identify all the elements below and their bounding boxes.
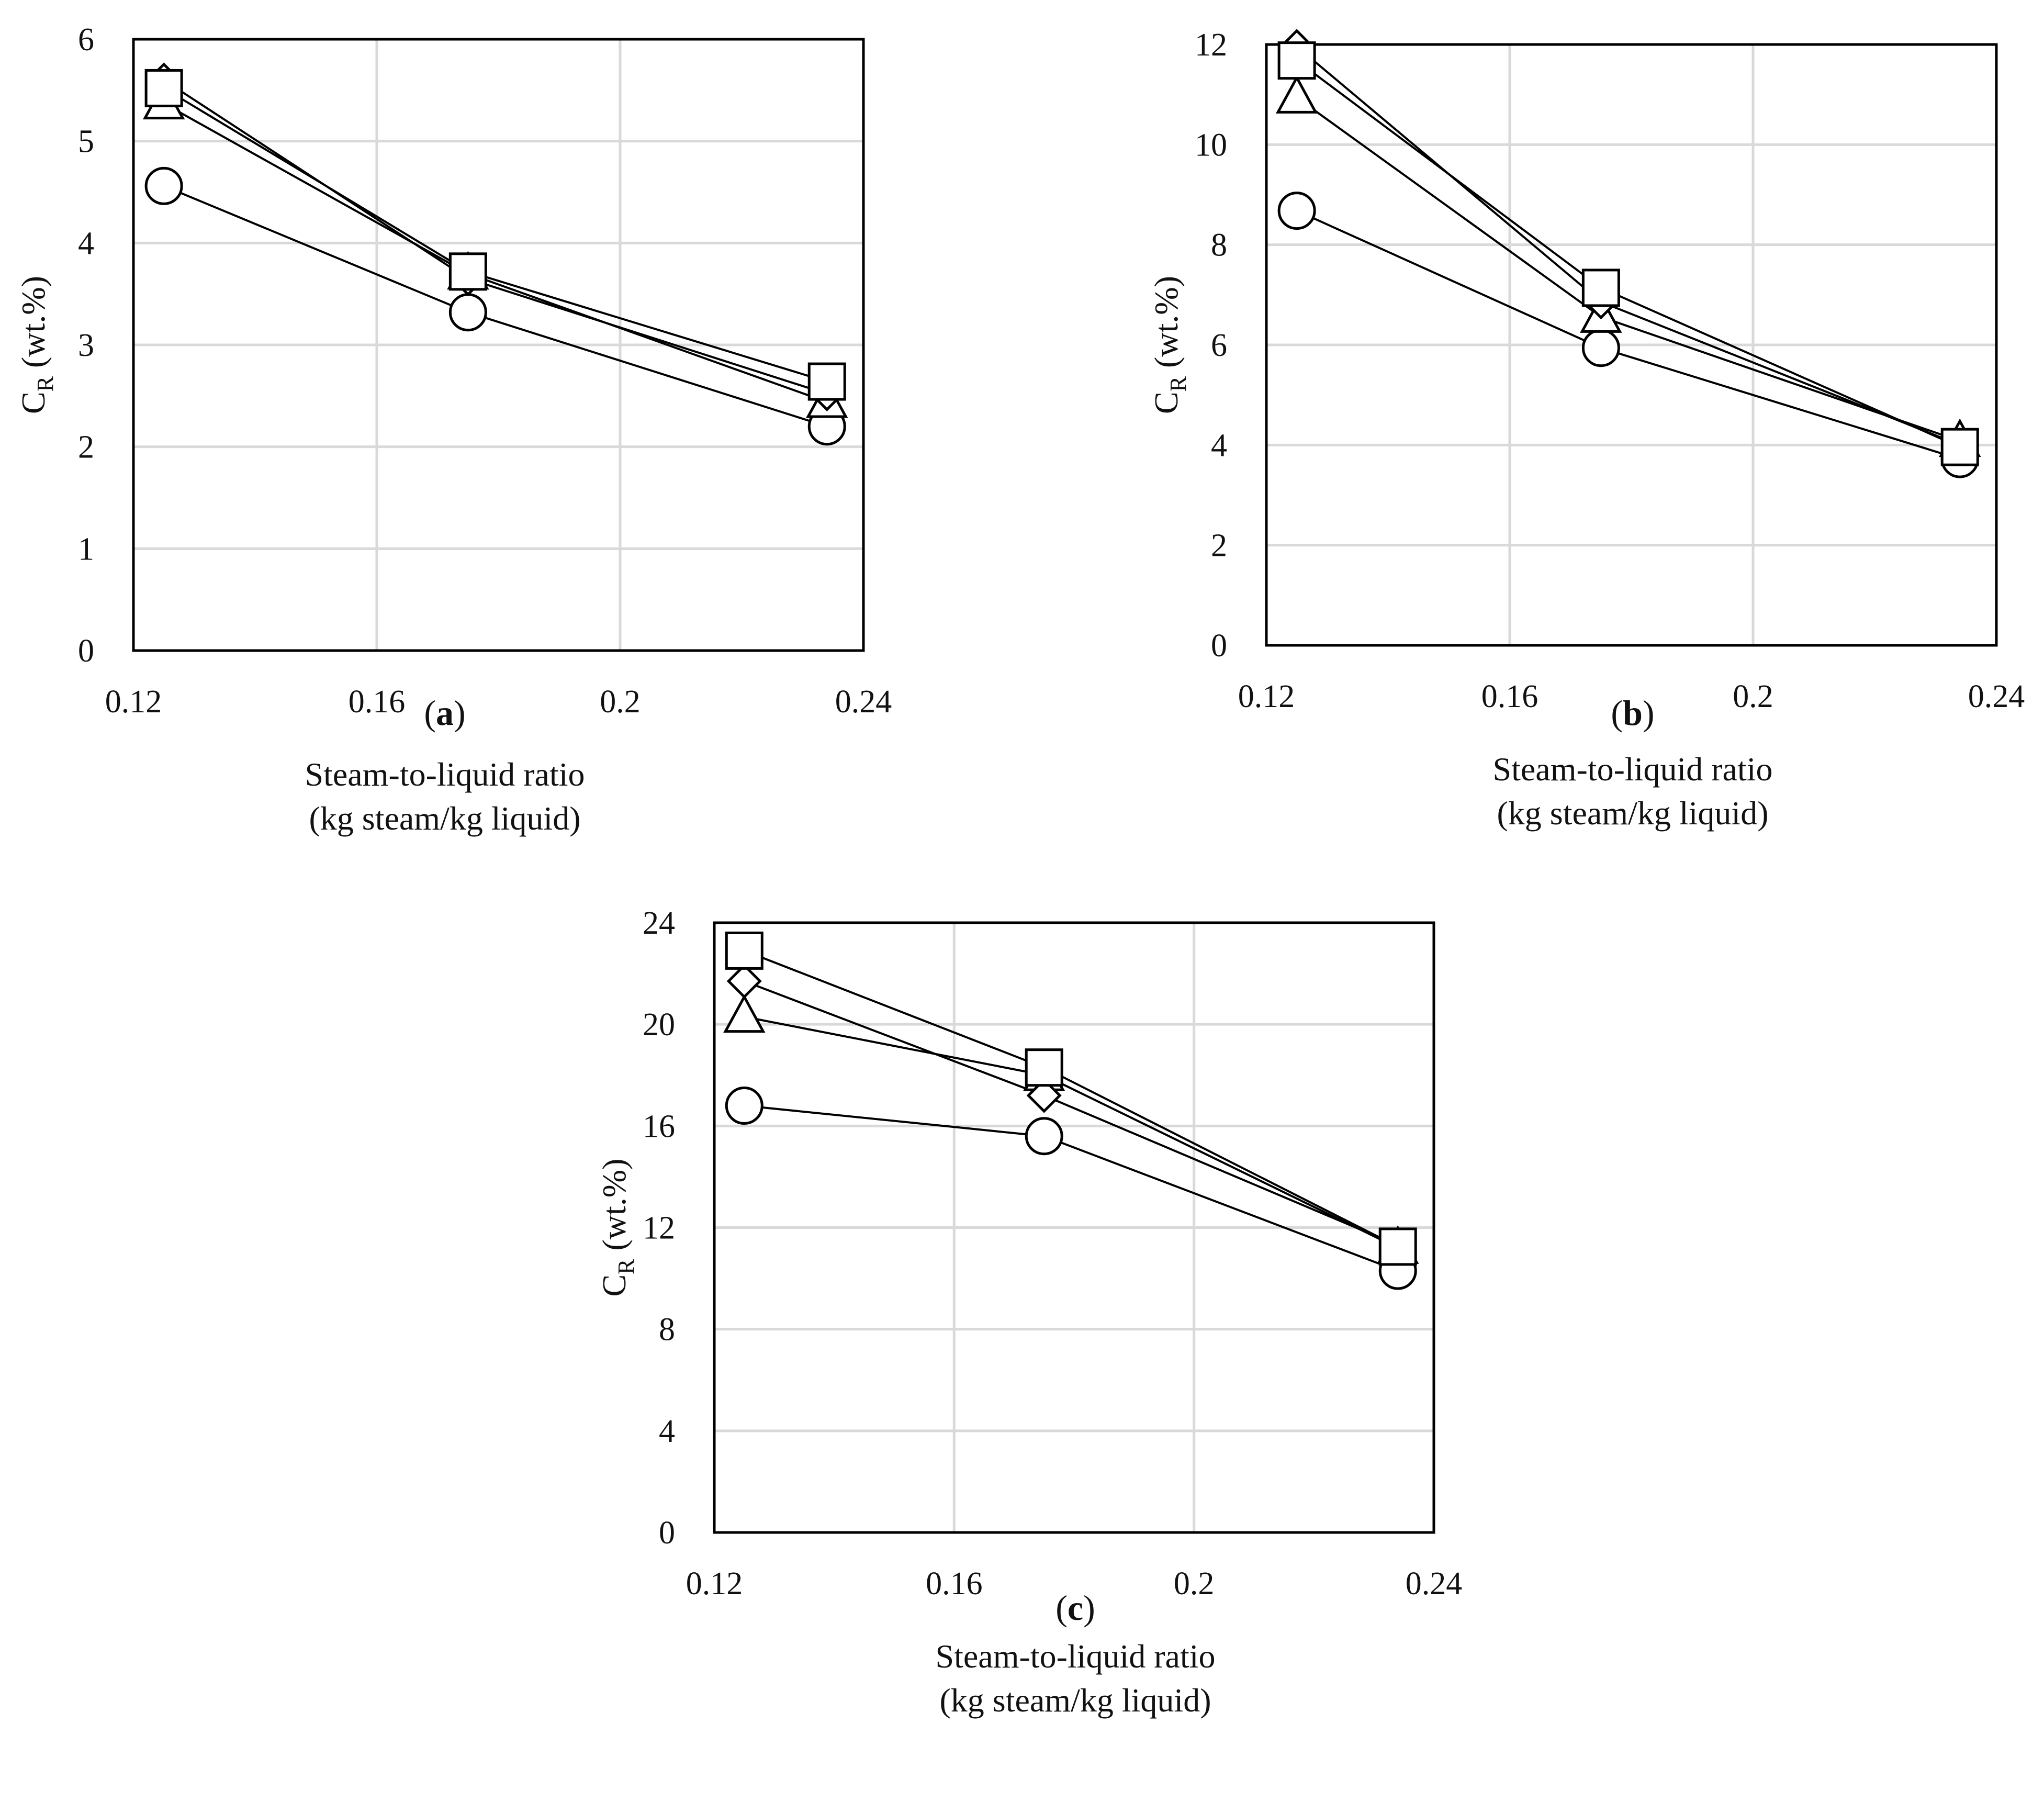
y-tick-label: 0 xyxy=(78,633,94,669)
y-tick-label: 8 xyxy=(1211,228,1227,263)
circle-marker-point-0-1 xyxy=(448,293,487,332)
circle-marker-point-0-1 xyxy=(1581,329,1620,367)
triangle-marker-point-1-0 xyxy=(1275,75,1318,114)
series-line-circle xyxy=(1296,209,1960,461)
chart-panel-a: 0.12 0.16 0.2 0.24 0 1 2 3 4 5 6 Steam-to-liquid ra… xyxy=(15,22,892,837)
square-marker-point-3-1 xyxy=(448,252,487,291)
y-tick-label: 1 xyxy=(78,531,94,567)
y-tick-label: 12 xyxy=(643,1211,675,1246)
y-axis-label: CR (wt.%) xyxy=(15,276,58,414)
panel-label-letter: b xyxy=(1623,693,1643,733)
series-line-diamond xyxy=(744,980,1399,1247)
y-tick-label: 6 xyxy=(1211,328,1227,363)
y-axis-label-main: C xyxy=(596,1274,633,1297)
circle-marker-point-0-0 xyxy=(144,166,183,205)
panel-label-close-paren: ) xyxy=(1643,693,1655,733)
triangle-marker-point-1-0 xyxy=(723,994,766,1033)
panel-label-open-paren: ( xyxy=(1611,693,1623,733)
y-tick-label: 0 xyxy=(1211,628,1227,664)
x-tick-label: 0.16 xyxy=(349,684,406,720)
circle-marker-point-0-1 xyxy=(1025,1117,1063,1156)
x-tick-label: 0.24 xyxy=(1968,679,2025,714)
x-tick-label: 0.16 xyxy=(1481,679,1538,714)
series-line-diamond xyxy=(163,79,827,395)
x-tick-label: 0.2 xyxy=(1174,1566,1215,1602)
y-axis-label: CR (wt.%) xyxy=(1148,276,1191,414)
plot-frame xyxy=(713,921,1435,1534)
y-tick-label: 2 xyxy=(1211,528,1227,564)
y-tick-label: 4 xyxy=(78,226,94,261)
plot-frame xyxy=(1265,43,1998,647)
x-tick-label: 0.2 xyxy=(1733,679,1773,714)
panel-label-letter: c xyxy=(1068,1588,1083,1628)
x-axis-label-line2: (kg steam/kg liquid) xyxy=(939,1682,1211,1719)
y-axis-label-sub: R xyxy=(1165,376,1191,391)
circle-marker-point-0-0 xyxy=(1277,192,1316,230)
x-axis-label-line1: Steam-to-liquid ratio xyxy=(305,756,585,793)
panel-label-letter: a xyxy=(436,693,454,733)
x-tick-label: 0.12 xyxy=(105,684,162,720)
y-tick-label: 3 xyxy=(78,328,94,363)
y-tick-label: 10 xyxy=(1195,127,1227,163)
y-tick-label: 0 xyxy=(659,1515,675,1551)
y-tick-label: 6 xyxy=(78,22,94,58)
x-tick-label: 0.24 xyxy=(835,684,892,720)
y-axis-label: CR (wt.%) xyxy=(596,1159,639,1297)
y-tick-label: 2 xyxy=(78,430,94,465)
chart-panel-c: 0.12 0.16 0.2 0.24 0 4 8 12 16 20 24 Steam-to-liqui… xyxy=(596,905,1462,1719)
square-marker-point-3-2 xyxy=(1940,428,1979,466)
y-tick-label: 12 xyxy=(1195,27,1227,63)
x-axis-label-line1: Steam-to-liquid ratio xyxy=(936,1638,1216,1675)
y-tick-label: 20 xyxy=(643,1007,675,1043)
x-tick-label: 0.2 xyxy=(600,684,641,720)
square-marker-point-3-2 xyxy=(807,362,846,401)
y-axis-label-main: C xyxy=(1148,391,1185,414)
y-axis-label-rest: (wt.%) xyxy=(1148,276,1185,376)
panel-label-close-paren: ) xyxy=(454,693,466,733)
x-tick-label: 0.12 xyxy=(1238,679,1295,714)
series-line-square xyxy=(744,949,1399,1248)
series-line-triangle xyxy=(744,1015,1399,1249)
x-axis-label-line2: (kg steam/kg liquid) xyxy=(309,800,580,837)
series-line-square xyxy=(1296,60,1961,448)
x-tick-label: 0.16 xyxy=(926,1566,983,1602)
y-tick-label: 24 xyxy=(643,905,675,941)
square-marker-point-3-1 xyxy=(1025,1048,1063,1087)
series-line-circle xyxy=(163,185,827,428)
panel-label: (a) xyxy=(424,693,465,733)
square-marker-point-3-0 xyxy=(144,69,183,107)
y-tick-label: 5 xyxy=(78,124,94,160)
panel-label-open-paren: ( xyxy=(424,693,436,733)
series-line-circle xyxy=(744,1104,1398,1272)
series-line-square xyxy=(163,87,827,383)
series-line-triangle xyxy=(1296,96,1960,442)
diamond-marker-point-2-1 xyxy=(1026,1078,1062,1113)
y-axis-label-rest: (wt.%) xyxy=(15,276,52,376)
y-tick-label: 8 xyxy=(659,1312,675,1348)
panel-label-open-paren: ( xyxy=(1055,1588,1068,1628)
x-axis-label-line1: Steam-to-liquid ratio xyxy=(1493,751,1773,788)
x-tick-label: 0.12 xyxy=(686,1566,743,1602)
chart-panel-b: 0.12 0.16 0.2 0.24 0 2 4 6 8 10 12 Steam-to-liquid … xyxy=(1148,27,2025,832)
plot-frame xyxy=(132,38,865,652)
y-tick-label: 4 xyxy=(659,1414,675,1449)
panel-label: (b) xyxy=(1611,693,1654,733)
y-axis-label-sub: R xyxy=(613,1259,639,1274)
square-marker-point-3-0 xyxy=(725,931,763,970)
x-tick-label: 0.24 xyxy=(1406,1566,1463,1602)
circle-marker-point-0-0 xyxy=(725,1087,763,1125)
panel-label-close-paren: ) xyxy=(1083,1588,1095,1628)
square-marker-point-3-0 xyxy=(1277,41,1316,80)
y-tick-label: 16 xyxy=(643,1109,675,1144)
y-tick-label: 4 xyxy=(1211,428,1227,463)
square-marker-point-3-2 xyxy=(1378,1227,1417,1266)
y-axis-label-rest: (wt.%) xyxy=(596,1159,633,1259)
panel-label: (c) xyxy=(1055,1588,1095,1628)
x-axis-label-line2: (kg steam/kg liquid) xyxy=(1497,794,1768,832)
y-axis-label-main: C xyxy=(15,391,52,414)
square-marker-point-3-1 xyxy=(1581,268,1620,307)
diamond-marker-point-2-0 xyxy=(726,964,762,999)
y-axis-label-sub: R xyxy=(32,376,58,391)
